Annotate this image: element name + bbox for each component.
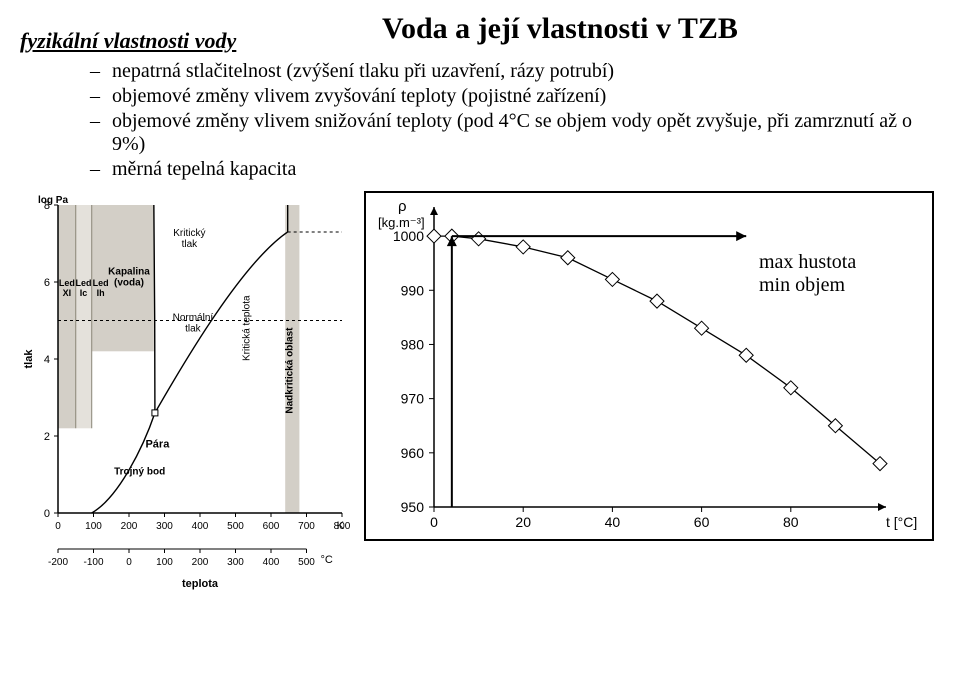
- svg-text:700: 700: [298, 521, 315, 532]
- svg-text:200: 200: [121, 521, 138, 532]
- svg-text:Trojný bod: Trojný bod: [114, 467, 165, 478]
- density-chart: 950 960 970 980 990 1000 0 20 40 60 80 ρ[kg.m⁻³] t […: [364, 191, 934, 541]
- svg-text:300: 300: [227, 557, 244, 568]
- svg-text:Led: Led: [59, 278, 75, 288]
- svg-text:4: 4: [44, 354, 50, 366]
- svg-text:Pára: Pára: [145, 439, 170, 451]
- svg-text:980: 980: [401, 336, 425, 352]
- svg-text:600: 600: [263, 521, 280, 532]
- svg-text:950: 950: [401, 499, 425, 515]
- svg-text:80: 80: [783, 514, 799, 530]
- svg-text:500: 500: [298, 557, 315, 568]
- svg-text:XI: XI: [63, 288, 72, 298]
- svg-text:ρ: ρ: [398, 198, 407, 215]
- svg-text:t [°C]: t [°C]: [886, 514, 917, 530]
- svg-text:200: 200: [192, 557, 209, 568]
- svg-text:0: 0: [430, 514, 438, 530]
- list-item: objemové změny vlivem zvyšování teploty …: [110, 85, 940, 108]
- svg-text:Led: Led: [76, 278, 92, 288]
- svg-text:100: 100: [156, 557, 173, 568]
- svg-text:[kg.m⁻³]: [kg.m⁻³]: [378, 215, 425, 230]
- svg-text:-100: -100: [83, 557, 103, 568]
- svg-text:400: 400: [192, 521, 209, 532]
- svg-text:400: 400: [263, 557, 280, 568]
- svg-text:°C: °C: [321, 554, 333, 566]
- svg-text:2: 2: [44, 431, 50, 443]
- svg-text:300: 300: [156, 521, 173, 532]
- svg-text:Led: Led: [93, 278, 109, 288]
- svg-text:Nadkritická oblast: Nadkritická oblast: [284, 327, 295, 414]
- bullet-list: nepatrná stlačitelnost (zvýšení tlaku př…: [80, 60, 940, 181]
- svg-text:Kritická teplota: Kritická teplota: [242, 295, 253, 361]
- svg-text:(voda): (voda): [114, 277, 144, 288]
- svg-text:teplota: teplota: [182, 578, 219, 590]
- chart-annotation: max hustota min objem: [759, 251, 856, 297]
- svg-text:500: 500: [227, 521, 244, 532]
- svg-text:0: 0: [44, 508, 50, 520]
- svg-text:Kapalina: Kapalina: [108, 266, 150, 277]
- svg-text:-200: -200: [48, 557, 68, 568]
- svg-text:1000: 1000: [393, 228, 424, 244]
- svg-text:20: 20: [515, 514, 531, 530]
- svg-text:6: 6: [44, 277, 50, 289]
- svg-text:Ih: Ih: [97, 288, 105, 298]
- svg-text:40: 40: [605, 514, 621, 530]
- svg-text:0: 0: [55, 521, 61, 532]
- list-item: měrná tepelná kapacita: [110, 158, 940, 181]
- svg-text:K: K: [337, 520, 345, 532]
- phase-diagram: 024680100200300400500600700800K-200-1000…: [20, 191, 350, 591]
- svg-text:tlak: tlak: [23, 349, 35, 369]
- svg-text:Ic: Ic: [80, 288, 88, 298]
- annotation-text: min objem: [759, 274, 845, 296]
- svg-text:970: 970: [401, 391, 425, 407]
- svg-text:Normální: Normální: [173, 313, 214, 324]
- svg-text:0: 0: [126, 557, 132, 568]
- svg-text:960: 960: [401, 445, 425, 461]
- svg-text:100: 100: [85, 521, 102, 532]
- svg-text:tlak: tlak: [182, 239, 199, 250]
- svg-text:Kritický: Kritický: [173, 228, 205, 239]
- annotation-text: max hustota: [759, 251, 856, 273]
- svg-text:60: 60: [694, 514, 710, 530]
- svg-text:log Pa: log Pa: [38, 195, 68, 206]
- svg-text:tlak: tlak: [185, 324, 202, 335]
- list-item: objemové změny vlivem snižování teploty …: [110, 110, 940, 156]
- list-item: nepatrná stlačitelnost (zvýšení tlaku př…: [110, 60, 940, 83]
- svg-text:990: 990: [401, 282, 425, 298]
